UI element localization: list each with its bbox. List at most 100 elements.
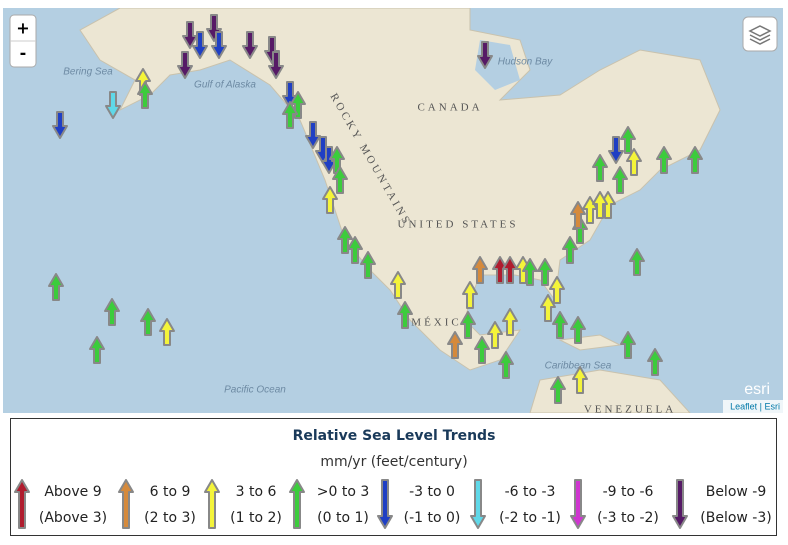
station-arrow: [620, 126, 636, 154]
station-arrow: [337, 226, 353, 254]
legend-sublabel: (Above 3): [39, 510, 107, 526]
station-arrow: [570, 316, 586, 344]
station-arrow: [522, 258, 538, 286]
station-arrow: [474, 336, 490, 364]
legend-label: 3 to 6: [236, 484, 277, 500]
station-arrow: [52, 111, 68, 139]
station-arrow: [322, 186, 338, 214]
legend-sublabel: (-2 to -1): [499, 510, 561, 526]
station-arrow: [104, 298, 120, 326]
legend-label: -9 to -6: [603, 484, 654, 500]
legend-label: 6 to 9: [150, 484, 191, 500]
station-arrow: [502, 256, 518, 284]
station-arrow: [629, 248, 645, 276]
station-arrow: [347, 236, 363, 264]
station-arrow: [552, 311, 568, 339]
station-arrow: [592, 154, 608, 182]
logo: esri: [744, 381, 770, 398]
station-arrow: [140, 308, 156, 336]
station-arrow: [447, 331, 463, 359]
station-arrow: [105, 91, 121, 119]
station-arrow: [498, 351, 514, 379]
station-arrow: [177, 51, 193, 79]
station-arrow: [647, 348, 663, 376]
legend-sublabel: (0 to 1): [317, 510, 369, 526]
station-arrow: [570, 201, 586, 229]
station-arrow: [390, 271, 406, 299]
station-arrow: [268, 51, 284, 79]
legend-label: >0 to 3: [317, 484, 370, 500]
legend-sublabel: (Below -3): [700, 510, 771, 526]
legend: [10, 418, 777, 536]
station-arrow: [477, 41, 493, 69]
station-arrow: [550, 376, 566, 404]
station-arrow: [592, 191, 608, 219]
legend-label: -3 to 0: [409, 484, 455, 500]
north-america: [79, 8, 721, 371]
map: Bering Sea Gulf of Alaska ROCKY MOUNTAIN…: [3, 8, 783, 416]
zoom-in[interactable]: +: [16, 19, 29, 38]
station-arrow: [242, 31, 258, 59]
station-arrow: [360, 251, 376, 279]
map-label: Pacific Ocean: [224, 385, 286, 396]
station-arrow: [211, 31, 227, 59]
legend-title: Relative Sea Level Trends: [293, 428, 496, 444]
legend-items: Above 9 (Above 3) 6 to 9 (2 to 3) 3 to 6 (1 t…: [14, 479, 772, 529]
station-arrow: [305, 121, 321, 149]
station-arrow: [137, 81, 153, 109]
legend-sublabel: (-3 to -2): [597, 510, 659, 526]
legend-arrow: [672, 479, 688, 529]
station-arrow: [472, 256, 488, 284]
south-america: [529, 369, 691, 413]
station-arrow: [656, 146, 672, 174]
legend-sublabel: (1 to 2): [230, 510, 282, 526]
station-arrow: [487, 321, 503, 349]
legend-arrow: [570, 479, 586, 529]
station-arrow: [502, 308, 518, 336]
station-arrow: [620, 331, 636, 359]
legend-label: Below -9: [706, 484, 767, 500]
station-arrow: [549, 276, 565, 304]
attribution-bg: [723, 400, 783, 413]
station-arrow: [332, 166, 348, 194]
station-arrow: [192, 31, 208, 59]
station-arrow: [48, 273, 64, 301]
map-label: Hudson Bay: [498, 57, 553, 68]
legend-sublabel: (-1 to 0): [404, 510, 461, 526]
station-arrow: [537, 258, 553, 286]
station-arrow: [608, 136, 624, 164]
station-arrow: [89, 336, 105, 364]
map-label: CANADA: [417, 102, 482, 114]
station-arrow: [540, 294, 556, 322]
station-arrow: [562, 236, 578, 264]
map-label: MÉXICO: [411, 317, 472, 329]
map-label: VENEZUELA: [584, 404, 676, 416]
legend-arrow: [470, 479, 486, 529]
station-arrow: [159, 318, 175, 346]
station-arrow: [626, 148, 642, 176]
legend-arrow: [118, 479, 134, 529]
legend-arrow: [289, 479, 305, 529]
attribution[interactable]: Leaflet | Esri: [730, 401, 780, 411]
map-label: UNITED STATES: [398, 219, 519, 231]
layers-button[interactable]: [742, 16, 778, 52]
station-arrow: [462, 281, 478, 309]
zoom-out[interactable]: -: [20, 44, 27, 63]
station-arrow: [460, 311, 476, 339]
station-arrow: [687, 146, 703, 174]
station-arrow: [397, 301, 413, 329]
legend-label: -6 to -3: [505, 484, 556, 500]
station-arrow: [572, 366, 588, 394]
legend-sublabel: (2 to 3): [144, 510, 196, 526]
legend-arrow: [14, 479, 30, 529]
station-arrow: [282, 101, 298, 129]
legend-arrow: [204, 479, 220, 529]
legend-arrow: [377, 479, 393, 529]
layers-icon: [748, 25, 772, 45]
map-label: Gulf of Alaska: [194, 80, 256, 91]
station-markers: [48, 14, 703, 404]
map-label: Caribbean Sea: [545, 361, 612, 372]
map-label: Bering Sea: [63, 67, 113, 78]
